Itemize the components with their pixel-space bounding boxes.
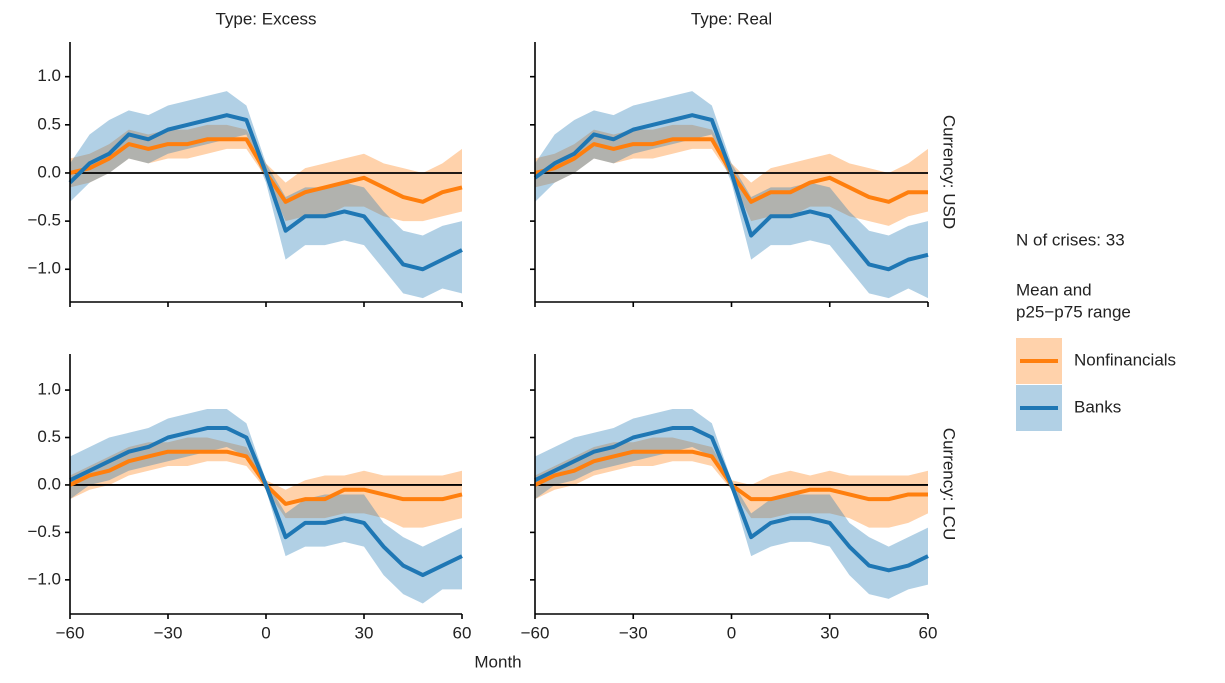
facet-col-label: Type: Excess bbox=[215, 9, 316, 28]
y-tick-label: 0.5 bbox=[37, 427, 61, 446]
y-tick-label: −1.0 bbox=[27, 569, 61, 588]
mean-line bbox=[68, 113, 463, 272]
x-tick-label: 30 bbox=[355, 623, 374, 642]
x-tick-label: −30 bbox=[619, 623, 648, 642]
legend-title: Mean and bbox=[1016, 280, 1092, 299]
mean-line bbox=[533, 113, 929, 272]
mean-line bbox=[69, 426, 463, 578]
x-tick-label: 30 bbox=[820, 623, 839, 642]
x-tick-label: −60 bbox=[56, 623, 85, 642]
legend-note: N of crises: 33 bbox=[1016, 230, 1125, 249]
x-tick-label: 60 bbox=[453, 623, 472, 642]
y-tick-label: 0.0 bbox=[37, 474, 61, 493]
legend-title: p25−p75 range bbox=[1016, 302, 1131, 321]
y-tick-label: −0.5 bbox=[27, 522, 61, 541]
y-tick-label: 0.5 bbox=[37, 114, 61, 133]
x-axis-label: Month bbox=[474, 652, 521, 671]
legend-label: Nonfinancials bbox=[1074, 350, 1176, 369]
range-band bbox=[70, 409, 462, 604]
facet-row-label: Currency: USD bbox=[940, 115, 959, 229]
y-tick-label: −0.5 bbox=[27, 211, 61, 230]
facet-col-label: Type: Real bbox=[691, 9, 772, 28]
facet-row-label: Currency: LCU bbox=[940, 428, 959, 540]
mean-line bbox=[534, 426, 929, 573]
y-tick-label: 0.0 bbox=[37, 162, 61, 181]
x-tick-label: 0 bbox=[727, 623, 736, 642]
x-tick-label: −60 bbox=[521, 623, 550, 642]
y-tick-label: −1.0 bbox=[27, 259, 61, 278]
y-tick-label: 1.0 bbox=[37, 66, 61, 85]
y-tick-label: 1.0 bbox=[37, 380, 61, 399]
x-tick-label: 0 bbox=[261, 623, 270, 642]
x-tick-label: −30 bbox=[154, 623, 183, 642]
legend-label: Banks bbox=[1074, 397, 1121, 416]
range-band bbox=[535, 409, 928, 599]
x-tick-label: 60 bbox=[919, 623, 938, 642]
